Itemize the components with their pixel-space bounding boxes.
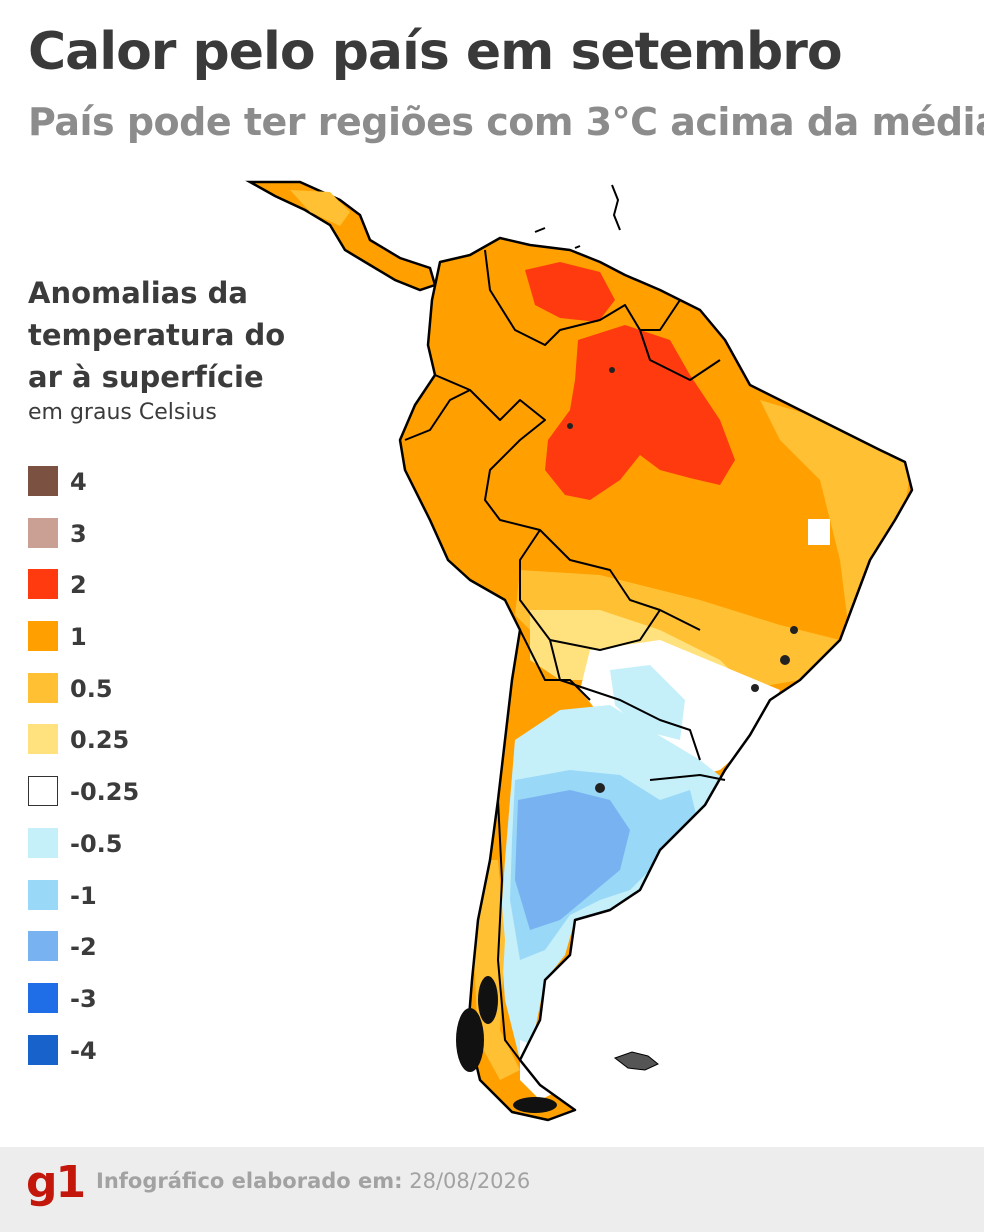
footer: g1 Infográfico elaborado em: 28/08/2026	[0, 1147, 984, 1232]
page-subtitle: País pode ter regiões com 3°C acima da m…	[28, 100, 984, 144]
legend-label: -3	[70, 984, 97, 1013]
legend-label: 0.5	[70, 674, 113, 703]
legend-label: 2	[70, 571, 87, 600]
country-borders	[404, 249, 726, 1061]
legend-swatch	[28, 724, 58, 755]
legend-label: -1	[70, 881, 97, 910]
credit-line: Infográfico elaborado em: 28/08/2026	[96, 1169, 530, 1193]
page-title: Calor pelo país em setembro	[28, 22, 843, 82]
map-specks	[567, 367, 798, 793]
legend-swatch	[28, 776, 58, 807]
legend-swatch	[28, 1034, 58, 1065]
legend-swatch	[28, 879, 58, 910]
legend-label: 1	[70, 623, 87, 652]
legend-title: Anomalias da temperatura do ar à superfí…	[28, 276, 286, 394]
legend-label: 4	[70, 468, 87, 496]
legend-unit: em graus Celsius	[28, 400, 217, 425]
credit-date: 28/08/2026	[409, 1169, 531, 1193]
temperature-anomaly-map	[245, 180, 914, 1122]
falkland-islands	[613, 1051, 659, 1071]
central-america	[245, 180, 437, 292]
legend-label: 3	[70, 519, 87, 548]
legend-swatch	[28, 931, 58, 962]
legend-label: -0.25	[70, 778, 140, 807]
credit-label: Infográfico elaborado em:	[96, 1169, 403, 1193]
south-america-outline	[398, 236, 914, 1122]
g1-logo[interactable]: g1	[26, 1157, 86, 1208]
legend-swatch	[28, 672, 58, 703]
legend-label: -4	[70, 1036, 97, 1065]
central-america-warm-band	[290, 190, 350, 226]
caribbean-islands	[534, 184, 621, 249]
legend-swatch	[28, 621, 58, 652]
legend-swatch	[28, 517, 58, 548]
southern-fjords	[456, 976, 557, 1113]
legend-swatch	[28, 827, 58, 858]
legend-swatch	[28, 466, 58, 496]
legend-label: -0.5	[70, 829, 123, 858]
legend-swatch	[28, 982, 58, 1013]
legend-swatch	[28, 569, 58, 600]
legend-label: -2	[70, 933, 97, 962]
legend-label: 0.25	[70, 726, 130, 755]
